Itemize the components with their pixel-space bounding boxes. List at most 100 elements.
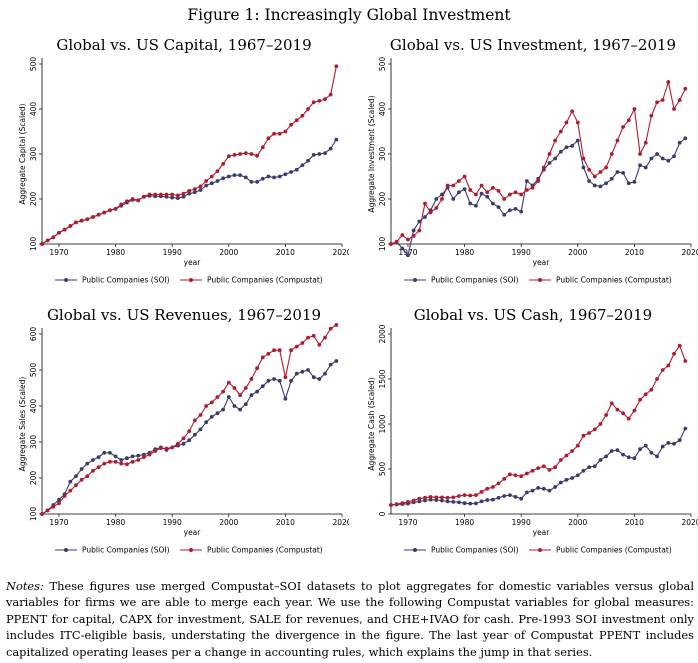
data-point-soi — [277, 174, 282, 179]
data-point-compustat — [209, 400, 214, 405]
data-point-soi — [192, 432, 197, 437]
data-point-compustat — [311, 333, 316, 338]
x-axis-label: year — [184, 258, 202, 267]
data-point-compustat — [462, 493, 467, 497]
data-point-soi — [462, 501, 467, 506]
y-tick-label: 500 — [29, 57, 38, 72]
figure-title: Figure 1: Increasingly Global Investment — [187, 6, 511, 24]
data-point-soi — [255, 389, 259, 394]
data-point-compustat — [175, 441, 180, 446]
data-point-soi — [626, 181, 631, 186]
data-point-soi — [666, 158, 671, 163]
data-point-compustat — [587, 431, 592, 435]
data-point-soi — [615, 448, 620, 452]
notes-text: These figures use merged Compustat–SOI d… — [6, 579, 694, 659]
x-tick-label: 2000 — [568, 248, 587, 257]
x-tick-label: 2020 — [332, 248, 349, 257]
data-point-compustat — [249, 152, 254, 156]
data-point-compustat — [91, 215, 95, 219]
data-point-soi — [221, 176, 226, 181]
data-point-compustat — [102, 461, 107, 466]
data-point-compustat — [277, 348, 282, 353]
data-point-compustat — [604, 165, 608, 170]
data-point-compustat — [474, 493, 478, 497]
data-point-soi — [198, 427, 203, 432]
data-point-compustat — [394, 239, 399, 244]
data-point-compustat — [406, 499, 410, 504]
data-point-compustat — [85, 217, 90, 222]
y-tick-label: 500 — [378, 57, 387, 72]
data-point-compustat — [604, 413, 608, 417]
data-point-soi — [306, 368, 310, 372]
data-point-soi — [598, 458, 603, 462]
y-tick-label: 300 — [378, 147, 387, 162]
data-point-soi — [468, 501, 473, 506]
data-point-soi — [260, 176, 265, 181]
data-point-soi — [187, 191, 192, 196]
x-axis-label: year — [533, 528, 551, 537]
data-point-soi — [232, 404, 237, 408]
data-point-compustat — [462, 174, 467, 179]
data-point-soi — [306, 158, 310, 163]
data-point-soi — [655, 152, 659, 156]
data-point-soi — [490, 201, 495, 206]
data-point-compustat — [221, 162, 226, 166]
x-tick-label: 2020 — [681, 248, 698, 257]
data-point-soi — [317, 377, 322, 381]
data-point-soi — [170, 195, 175, 200]
legend-label: Public Companies (Compustat) — [207, 546, 323, 555]
legend-swatch-marker — [64, 548, 68, 552]
data-point-compustat — [266, 351, 271, 356]
data-point-soi — [558, 149, 563, 154]
y-tick-label: 100 — [29, 507, 38, 522]
chart-cash: Global vs. US Cash, 1967–2019 0 500 1000 150… — [367, 306, 698, 555]
data-point-compustat — [323, 335, 327, 340]
data-point-compustat — [547, 468, 552, 472]
x-tick-label: 2000 — [219, 248, 238, 257]
data-point-soi — [283, 172, 288, 177]
data-point-compustat — [45, 508, 50, 513]
data-point-compustat — [277, 131, 282, 136]
data-point-compustat — [496, 481, 501, 486]
data-point-compustat — [468, 188, 473, 192]
data-point-compustat — [451, 495, 456, 500]
data-point-compustat — [204, 179, 209, 183]
data-point-soi — [462, 187, 467, 192]
data-point-soi — [592, 464, 597, 469]
data-point-soi — [587, 465, 592, 470]
data-point-compustat — [85, 474, 90, 479]
data-point-compustat — [683, 86, 688, 91]
data-point-compustat — [524, 471, 529, 476]
data-point-soi — [660, 444, 665, 449]
data-point-soi — [638, 447, 642, 452]
series-line-compustat — [390, 344, 686, 506]
data-point-soi — [289, 170, 293, 174]
legend-label: Public Companies (SOI) — [431, 276, 519, 285]
data-point-compustat — [79, 218, 84, 223]
data-point-soi — [445, 499, 450, 504]
data-point-compustat — [119, 461, 124, 466]
data-point-compustat — [51, 504, 56, 509]
data-point-soi — [266, 174, 271, 179]
data-point-compustat — [328, 326, 333, 331]
data-point-compustat — [615, 138, 620, 143]
data-point-soi — [423, 215, 427, 219]
x-tick-label: 2010 — [276, 518, 295, 527]
data-point-compustat — [311, 100, 316, 105]
data-point-compustat — [164, 446, 169, 451]
x-tick-label: 1970 — [49, 518, 68, 527]
data-point-soi — [79, 467, 84, 471]
data-point-soi — [451, 499, 456, 504]
data-point-compustat — [677, 98, 682, 102]
data-point-compustat — [553, 465, 558, 470]
data-point-compustat — [519, 192, 524, 197]
data-point-compustat — [660, 98, 665, 102]
data-point-compustat — [130, 197, 135, 201]
data-point-compustat — [564, 453, 569, 458]
data-point-soi — [451, 197, 456, 201]
data-point-soi — [294, 371, 299, 376]
data-point-soi — [113, 454, 118, 459]
data-point-soi — [666, 441, 671, 445]
data-point-soi — [564, 145, 569, 150]
data-point-soi — [226, 395, 231, 399]
